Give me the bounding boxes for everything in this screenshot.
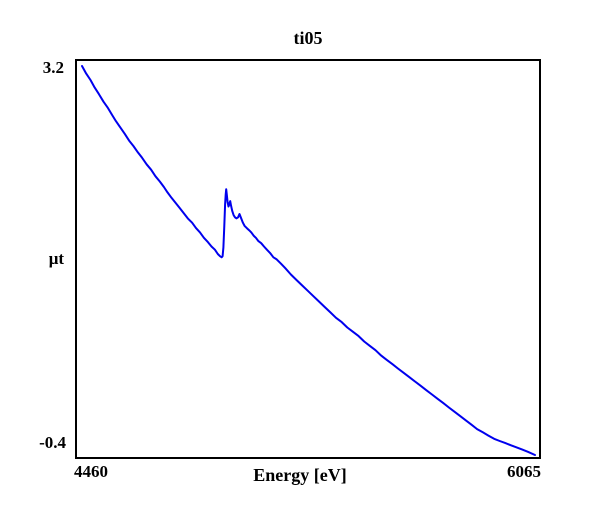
spectrum-line (81, 65, 536, 456)
y-axis-max-label: 3.2 (42, 58, 64, 77)
x-axis-title: Energy [eV] (253, 465, 347, 485)
y-axis-title: μt (48, 249, 64, 268)
spectrum-plot-area (75, 59, 541, 459)
plot-title: ti05 (293, 28, 323, 48)
x-axis-min-label: 4460 (74, 462, 108, 481)
plot-frame (75, 59, 541, 459)
x-axis-max-label: 6065 (507, 462, 541, 481)
y-axis-min-label: -0.4 (39, 433, 66, 452)
